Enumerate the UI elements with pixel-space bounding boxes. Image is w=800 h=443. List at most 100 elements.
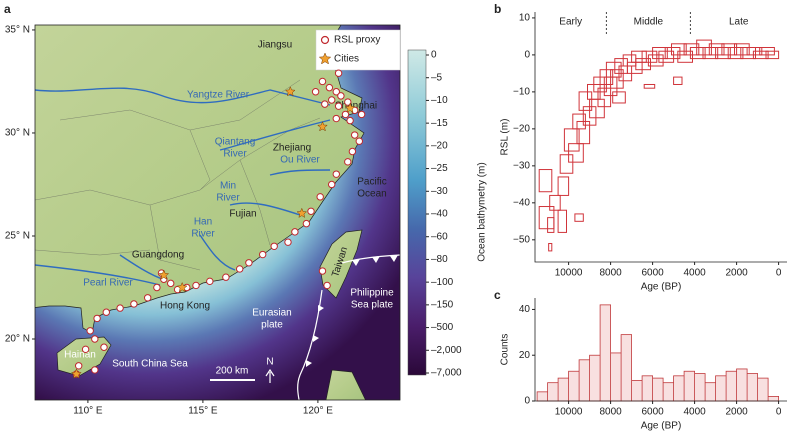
plate-teeth	[306, 255, 398, 367]
colorbar-tick-label: –5	[431, 72, 443, 83]
y-tick-label: −40	[513, 197, 530, 208]
city-star	[344, 102, 356, 113]
rsl-box	[652, 47, 668, 60]
legend-label: Cities	[334, 54, 359, 65]
rsl-proxy-point	[332, 114, 340, 123]
y-tick-label: 0	[524, 50, 530, 61]
hainan-island	[56, 336, 112, 377]
rsl-proxy-point	[270, 242, 278, 250]
histogram-bar	[673, 375, 685, 402]
colorbar-tick-label: –10	[431, 95, 448, 106]
x-tick-label: 10000	[555, 407, 583, 418]
map-label: Pacific	[357, 177, 386, 188]
map-label: Min	[220, 181, 236, 192]
map-label: Sea plate	[351, 300, 394, 311]
map-label: Ou River	[280, 155, 320, 166]
rsl-proxy-point	[346, 116, 354, 125]
city-star	[284, 86, 296, 97]
rsl-box	[557, 209, 567, 233]
rsl-proxy-point	[206, 277, 214, 286]
rsl-box	[689, 47, 706, 60]
x-axis-label: Age (BP)	[641, 282, 682, 293]
y-axis-label: RSL (m)	[500, 119, 511, 156]
histogram-bar	[767, 396, 779, 402]
rsl-proxy-point	[91, 366, 99, 374]
rsl-box	[568, 143, 584, 163]
luzon-island	[325, 369, 366, 400]
rsl-box	[721, 43, 738, 56]
y-tick-label: 0	[524, 396, 530, 407]
rsl-proxy-point	[116, 304, 124, 312]
colorbar-title: Ocean bathymetry (m)	[477, 162, 488, 261]
y-tick-label: 30° N	[5, 128, 30, 139]
rsl-proxy-point	[302, 219, 311, 228]
rsl-proxy-point	[130, 300, 138, 308]
histogram-bar	[683, 370, 695, 402]
rsl-box	[708, 43, 725, 56]
rsl-proxy-point	[325, 83, 334, 92]
colorbar-tick-label: –2,000	[431, 345, 462, 356]
histogram-bar	[620, 334, 632, 402]
rsl-proxy-point	[316, 193, 324, 201]
x-tick-label: 2000	[725, 268, 748, 279]
rsl-proxy-point	[327, 96, 336, 104]
rsl-proxy-point	[166, 279, 175, 288]
x-tick-label: 115° E	[188, 406, 218, 417]
map-label: 200 km	[216, 366, 249, 377]
colorbar-tick-label: –100	[431, 277, 454, 288]
colorbar-tick-label: –150	[431, 299, 454, 310]
rsl-proxy-point	[143, 294, 152, 302]
city-star	[176, 281, 188, 293]
panel-letter: a	[4, 2, 11, 16]
rsl-box	[557, 176, 570, 196]
rsl-proxy-point	[318, 267, 327, 275]
colorbar-tick-label: –60	[431, 231, 448, 242]
map-label: Pearl River	[83, 278, 133, 289]
rsl-proxy-point	[357, 110, 366, 119]
rsl-box	[631, 50, 647, 63]
rsl-proxy-point	[318, 77, 327, 86]
histogram-bar	[641, 375, 653, 402]
map-label: Han	[194, 217, 212, 228]
rsl-proxy-point	[321, 100, 329, 108]
histogram-bar	[568, 370, 580, 402]
rsl-proxy-point	[93, 314, 101, 323]
panel-letter: b	[494, 2, 501, 16]
colorbar-tick-label: –25	[431, 163, 448, 174]
map-label: Fujian	[229, 209, 256, 220]
taiwan-island	[319, 229, 363, 299]
map-label: plate	[261, 320, 283, 331]
y-tick-label: −50	[513, 234, 530, 245]
rsl-box	[622, 54, 637, 67]
rsl-box	[664, 47, 681, 60]
x-tick-label: 4000	[683, 407, 706, 418]
rsl-box	[702, 47, 719, 60]
colorbar-tick-label: –20	[431, 140, 448, 151]
period-label: Late	[729, 17, 749, 28]
histogram-bar	[631, 379, 643, 402]
map-label: South China Sea	[112, 359, 188, 370]
rsl-box	[610, 69, 624, 89]
x-axis-label: Age (BP)	[641, 421, 682, 432]
x-tick-label: 8000	[599, 268, 622, 279]
city-star	[296, 207, 308, 218]
rsl-box	[673, 76, 683, 85]
y-tick-label: −10	[513, 87, 530, 98]
histogram-bar	[736, 368, 748, 402]
map-label: Eurasian	[252, 308, 291, 319]
rsl-box	[647, 54, 664, 67]
city-star	[158, 269, 170, 280]
rsl-box	[549, 194, 561, 211]
rsl-box	[677, 50, 693, 63]
x-tick-label: 10000	[555, 268, 583, 279]
plate-boundary	[297, 254, 400, 400]
map-labels: Jiangsu Yangtze River Shanghai Qiantang …	[64, 40, 394, 377]
histogram-bar	[757, 377, 769, 402]
map-label: Hainan	[64, 350, 96, 361]
city-star	[317, 121, 328, 132]
y-tick-label: 20° N	[5, 334, 30, 345]
rsl-proxy-point	[332, 170, 340, 178]
x-tick-label: 110° E	[73, 406, 103, 417]
rsl-box	[612, 91, 626, 104]
legend-marker	[320, 35, 330, 45]
